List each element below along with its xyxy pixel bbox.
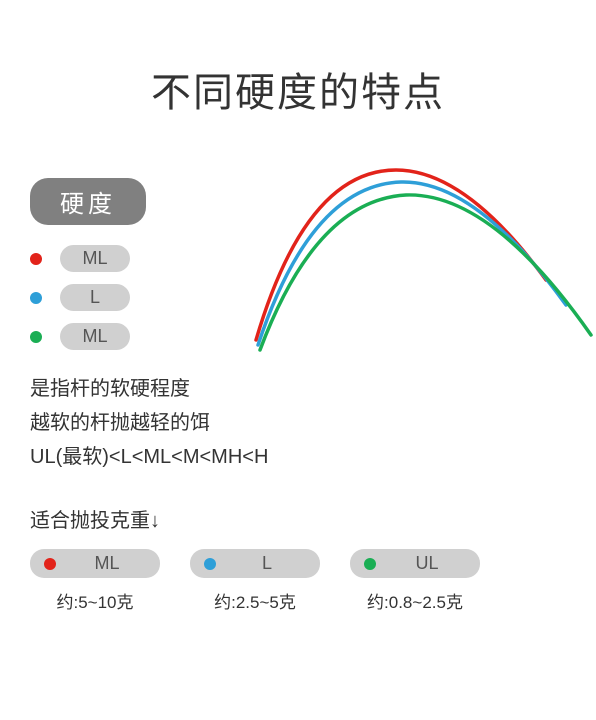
legend-pill: ML	[60, 323, 130, 350]
legend-dot	[30, 253, 42, 265]
legend-list: ML L ML	[30, 245, 566, 350]
weight-section-label: 适合抛投克重↓	[30, 504, 566, 533]
legend-pill: ML	[60, 245, 130, 272]
weight-pill: ML	[30, 549, 160, 578]
legend-item: ML	[30, 323, 566, 350]
description-block: 是指杆的软硬程度 越软的杆抛越轻的饵 UL(最软)<L<ML<M<MH<H	[30, 372, 566, 474]
legend-pill: L	[60, 284, 130, 311]
weight-label: L	[234, 553, 300, 574]
legend-dot	[30, 331, 42, 343]
weight-row: ML 约:5~10克 L 约:2.5~5克 UL 约:0.8~2.5克	[30, 549, 566, 613]
weight-dot	[204, 558, 216, 570]
page-title: 不同硬度的特点	[0, 0, 596, 118]
weight-text: 约:5~10克	[56, 588, 133, 613]
legend-item: ML	[30, 245, 566, 272]
description-line: UL(最软)<L<ML<M<MH<H	[30, 440, 566, 474]
weight-pill: UL	[350, 549, 480, 578]
description-line: 越软的杆抛越轻的饵	[30, 406, 566, 440]
weight-dot	[364, 558, 376, 570]
legend-dot	[30, 292, 42, 304]
weight-dot	[44, 558, 56, 570]
weight-pill: L	[190, 549, 320, 578]
hardness-badge: 硬度	[30, 178, 146, 225]
weight-label: UL	[394, 553, 460, 574]
weight-text: 约:0.8~2.5克	[367, 588, 463, 613]
weight-item: UL 约:0.8~2.5克	[350, 549, 480, 613]
weight-label: ML	[74, 553, 140, 574]
weight-item: L 约:2.5~5克	[190, 549, 320, 613]
description-line: 是指杆的软硬程度	[30, 372, 566, 406]
weight-item: ML 约:5~10克	[30, 549, 160, 613]
weight-text: 约:2.5~5克	[214, 588, 296, 613]
content-area: 硬度 ML L ML 是指杆的软硬程度 越软的杆抛越轻的饵 UL(最软)<L<M…	[0, 118, 596, 613]
legend-item: L	[30, 284, 566, 311]
